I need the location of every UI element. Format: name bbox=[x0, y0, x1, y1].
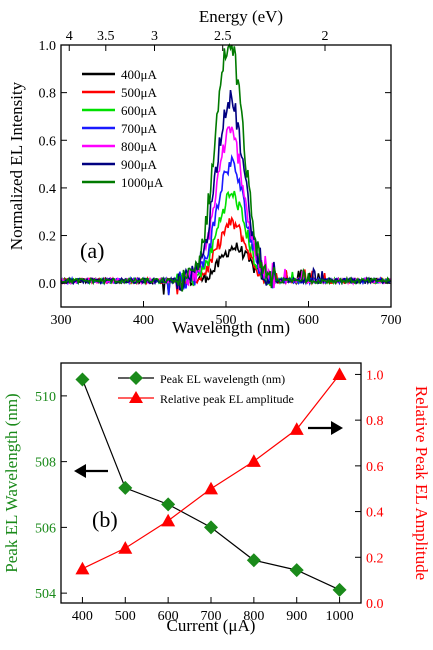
x-tick-label-b: 400 bbox=[72, 609, 93, 624]
y-tick-label-right-b: 0.2 bbox=[366, 551, 384, 566]
axis-ticks-b: 400 500 600 700 800 900 1000 504 506 508 510 0.0 0.2… bbox=[35, 368, 384, 624]
wavelength-point bbox=[161, 497, 176, 512]
x-tick-label-b: 800 bbox=[243, 609, 264, 624]
legend-marker-diamond bbox=[129, 371, 143, 385]
spectrum-line bbox=[60, 89, 391, 292]
x-tick-label-a: 500 bbox=[216, 313, 237, 328]
y-tick-label-right-b: 1.0 bbox=[366, 368, 384, 383]
axis-ticks-a: 300 400 500 600 700 0.0 0.2 0.4 0.6 0.8 1.0 bbox=[39, 39, 402, 328]
wavelength-point bbox=[332, 582, 347, 597]
chart-panel-a: 300 400 500 600 700 0.0 0.2 0.4 0.6 0.8 1.0 4 3.5 3 2… bbox=[7, 7, 402, 337]
amplitude-point bbox=[289, 422, 304, 435]
right-axis-arrowhead bbox=[331, 421, 343, 435]
top-tick-label: 3.5 bbox=[97, 29, 115, 44]
legend-label-a: 600μA bbox=[121, 103, 157, 118]
x-tick-label-a: 600 bbox=[298, 313, 319, 328]
panel-label-a: (a) bbox=[80, 238, 104, 263]
x-axis-label-a: Wavelength (nm) bbox=[172, 318, 290, 337]
x-tick-label-b: 900 bbox=[286, 609, 307, 624]
y-axis-label-a: Normalized EL Intensity bbox=[7, 81, 26, 250]
y-tick-label-a: 0.0 bbox=[39, 277, 57, 292]
y-tick-label-a: 0.4 bbox=[39, 182, 57, 197]
series-b bbox=[75, 367, 347, 597]
x-tick-label-b: 600 bbox=[158, 609, 179, 624]
panel-label-b: (b) bbox=[92, 507, 118, 532]
legend-label-a: 1000μA bbox=[121, 175, 164, 190]
wavelength-point bbox=[75, 372, 90, 387]
amplitude-point bbox=[75, 561, 90, 575]
y-tick-label-right-b: 0.0 bbox=[366, 597, 384, 612]
top-tick-label: 2.5 bbox=[214, 29, 232, 44]
y-tick-label-a: 0.2 bbox=[39, 230, 57, 245]
y-axis-label-right-b: Relative Peak EL Amplitude bbox=[412, 386, 431, 580]
legend-a: 400μA 500μA 600μA 700μA 800μA 900μA 1000μA bbox=[82, 67, 164, 190]
amplitude-point bbox=[332, 367, 347, 381]
spectrum-line bbox=[60, 43, 391, 292]
amplitude-point bbox=[118, 541, 133, 554]
y-tick-label-left-b: 506 bbox=[35, 521, 56, 536]
y-tick-label-right-b: 0.4 bbox=[366, 506, 384, 521]
top-axis-label: Energy (eV) bbox=[199, 7, 283, 26]
x-tick-label-b: 1000 bbox=[326, 609, 354, 624]
amplitude-point bbox=[161, 513, 176, 527]
x-tick-label-a: 700 bbox=[381, 313, 402, 328]
amplitude-point bbox=[246, 454, 261, 467]
y-axis-label-left-b: Peak EL Wavelength (nm) bbox=[2, 393, 21, 572]
wavelength-point bbox=[289, 563, 304, 578]
y-tick-label-right-b: 0.6 bbox=[366, 460, 384, 475]
x-axis-label-b: Current (μA) bbox=[167, 616, 256, 635]
legend-label-a: 500μA bbox=[121, 85, 157, 100]
x-tick-label-b: 500 bbox=[115, 609, 136, 624]
top-tick-label: 3 bbox=[151, 29, 158, 44]
emission-spectra bbox=[60, 43, 391, 296]
legend-b: Peak EL wavelength (nm) Relative peak EL … bbox=[118, 371, 294, 406]
legend-label-a: 800μA bbox=[121, 139, 157, 154]
x-tick-label-a: 400 bbox=[133, 313, 154, 328]
legend-label-b: Relative peak EL amplitude bbox=[160, 392, 294, 406]
chart-panel-b: 400 500 600 700 800 900 1000 504 506 508 510 0.0 0.2… bbox=[2, 362, 431, 635]
wavelength-point bbox=[246, 553, 261, 568]
legend-label-a: 700μA bbox=[121, 121, 157, 136]
axis-pointer-arrows bbox=[74, 421, 343, 478]
legend-label-a: 900μA bbox=[121, 157, 157, 172]
plot-frame-a bbox=[60, 44, 392, 308]
y-tick-label-left-b: 504 bbox=[35, 587, 56, 602]
left-axis-arrowhead bbox=[74, 464, 86, 478]
y-tick-label-left-b: 510 bbox=[35, 390, 56, 405]
legend-marker-triangle bbox=[129, 391, 143, 403]
amplitude-point bbox=[204, 481, 218, 495]
y-tick-label-right-b: 0.8 bbox=[366, 414, 384, 429]
legend-label-b: Peak EL wavelength (nm) bbox=[160, 372, 285, 386]
legend-label-a: 400μA bbox=[121, 67, 157, 82]
x-tick-label-b: 700 bbox=[201, 609, 222, 624]
y-tick-label-a: 0.6 bbox=[39, 134, 57, 149]
y-tick-label-a: 0.8 bbox=[39, 87, 57, 102]
wavelength-point bbox=[118, 480, 133, 495]
top-axis-ticks-a: 4 3.5 3 2.5 2 bbox=[66, 29, 329, 51]
y-tick-label-a: 1.0 bbox=[39, 39, 57, 54]
wavelength-point bbox=[204, 520, 218, 535]
x-tick-label-a: 300 bbox=[51, 313, 72, 328]
top-tick-label: 4 bbox=[66, 29, 73, 44]
y-tick-label-left-b: 508 bbox=[35, 456, 56, 471]
top-tick-label: 2 bbox=[322, 29, 329, 44]
spectrum-line bbox=[60, 242, 391, 295]
